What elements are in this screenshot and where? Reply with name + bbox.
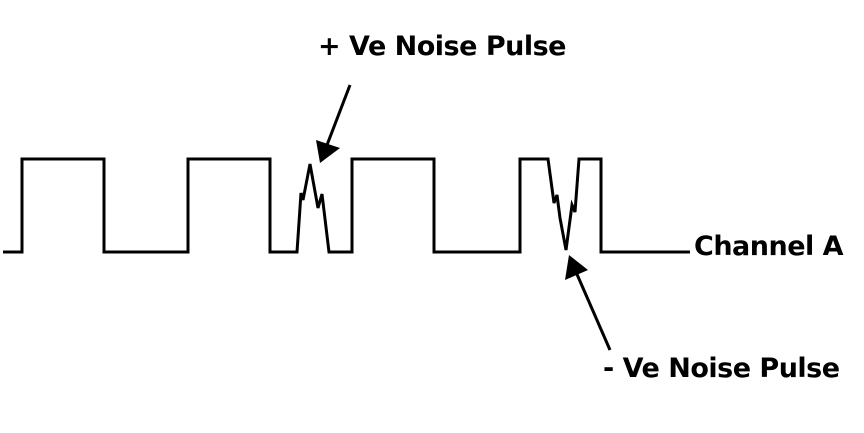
negative-noise-label: - Ve Noise Pulse [603,353,840,384]
channel-a-label: Channel A [694,231,844,262]
positive-noise-arrow [316,84,352,163]
positive-noise-label: + Ve Noise Pulse [318,31,567,62]
negative-noise-arrow [565,255,612,351]
channel-a-waveform [3,157,690,254]
